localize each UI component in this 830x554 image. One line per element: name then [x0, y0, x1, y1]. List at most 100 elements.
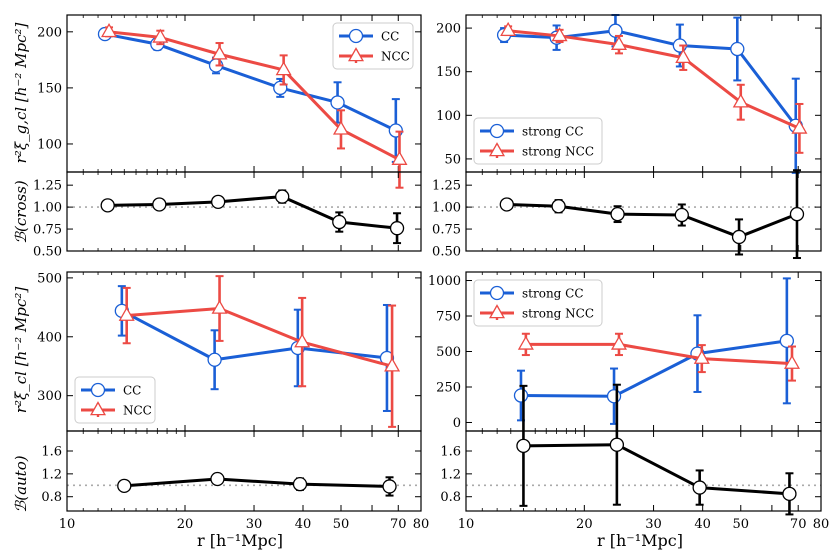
legend-marker — [347, 47, 365, 62]
series-strong-ncc — [517, 332, 801, 382]
y-tick-label: 500 — [436, 345, 461, 360]
data-point — [211, 299, 228, 314]
x-tick-label: 30 — [246, 517, 263, 532]
xlabel-left: r [h⁻¹Mpc] — [197, 531, 283, 550]
data-point — [382, 479, 397, 494]
series-strong-cc — [513, 277, 795, 425]
x-tick-label: 40 — [295, 517, 312, 532]
series-line — [121, 309, 388, 362]
legend-label: CC — [381, 30, 399, 44]
data-point — [332, 214, 347, 230]
y-tick-label: 1.2 — [41, 467, 62, 482]
y-tick-label: 250 — [436, 380, 461, 395]
panel-frame — [66, 430, 422, 512]
y-axis-labels: r²ξ_g,cl [h⁻² Mpc²] ℬ(cross) r²ξ_cl [h⁻²… — [12, 22, 30, 512]
y-tick-label: 150 — [436, 65, 461, 80]
data-point — [332, 120, 350, 135]
data-point — [732, 93, 749, 108]
series-line — [506, 202, 798, 239]
legend-label: strong NCC — [522, 307, 594, 321]
data-point — [292, 476, 308, 492]
x-tick-label: 70 — [390, 517, 407, 532]
panel-frame — [465, 171, 822, 252]
data-point — [152, 28, 169, 43]
legend-label: strong CC — [522, 125, 584, 139]
panel-auto-ratio-left: 10 20 30 40 50 70 80 0.8 1.2 1.6 — [41, 430, 430, 532]
data-point — [731, 229, 747, 245]
y-tick-label: 0.50 — [432, 245, 461, 260]
data-point — [610, 335, 627, 350]
legend-marker — [89, 401, 107, 416]
data-point — [294, 333, 311, 348]
series-line — [520, 339, 788, 398]
x-tick-label: 30 — [645, 517, 662, 532]
y-tick-label: 150 — [37, 81, 62, 96]
series-ratio — [516, 383, 797, 516]
data-point — [152, 197, 167, 212]
panel-frame — [465, 430, 822, 512]
data-point — [551, 199, 566, 214]
series-line — [504, 29, 797, 127]
legend-label: strong CC — [522, 287, 584, 301]
legend-label: NCC — [381, 50, 410, 64]
y-tick-label: 50 — [444, 152, 461, 167]
ylabel-cross: r²ξ_g,cl [h⁻² Mpc²] — [12, 22, 30, 163]
data-point — [782, 486, 797, 502]
series-cc — [114, 285, 395, 412]
series-line — [126, 307, 393, 368]
data-point — [779, 333, 795, 349]
series-line — [124, 477, 390, 488]
data-point — [610, 35, 627, 50]
y-tick-label: 1.25 — [33, 179, 62, 194]
x-tick-label: 50 — [333, 517, 350, 532]
y-tick-label: 400 — [37, 330, 62, 345]
series-line — [108, 30, 401, 161]
legend: CC NCC — [74, 376, 156, 424]
y-tick-label: 0.75 — [432, 223, 461, 238]
series-line — [107, 195, 398, 230]
data-point — [211, 45, 228, 60]
x-tick-label: 80 — [813, 517, 830, 532]
series-line — [507, 29, 801, 130]
series-line — [523, 443, 790, 496]
data-point — [389, 221, 405, 236]
x-tick-label: 10 — [458, 517, 475, 532]
series-ncc — [118, 275, 401, 428]
y-tick-label: 1.6 — [41, 445, 62, 460]
panel-cross-ratio-left: 0.50 0.75 1.00 1.25 — [33, 171, 422, 260]
data-point — [609, 437, 625, 452]
x-tick-label: 40 — [694, 517, 711, 532]
y-tick-label: 1.00 — [33, 201, 62, 216]
data-point — [608, 23, 623, 38]
legend-marker — [489, 123, 505, 139]
panel-cross-top-right: 50 100 150 200 strong CC strong NCC — [436, 14, 822, 174]
data-point — [500, 21, 517, 36]
ylabel-cross-ratio: ℬ(cross) — [12, 180, 30, 244]
y-tick-label: 1000 — [428, 274, 461, 289]
series-line — [525, 342, 793, 366]
data-point — [275, 189, 290, 204]
legend-label: strong NCC — [522, 145, 594, 159]
panel-cross-top-left: 100 150 200 CC NCC — [37, 14, 422, 189]
legend: strong CC strong NCC — [473, 117, 603, 165]
series-ncc — [101, 23, 408, 189]
x-tick-label: 80 — [413, 517, 430, 532]
xlabel-right: r [h⁻¹Mpc] — [597, 531, 683, 550]
y-tick-label: 0 — [453, 416, 461, 431]
data-point — [606, 389, 622, 404]
data-point — [275, 61, 292, 76]
x-tick-label: 20 — [576, 517, 593, 532]
y-tick-label: 1.00 — [432, 201, 461, 216]
y-tick-label: 750 — [436, 310, 461, 325]
series-line — [104, 32, 397, 132]
data-point — [789, 206, 805, 222]
legend-marker — [90, 382, 106, 398]
data-point — [391, 150, 408, 165]
y-tick-label: 300 — [37, 389, 62, 404]
y-tick-label: 1.6 — [440, 445, 461, 460]
data-point — [783, 354, 801, 369]
data-point — [610, 206, 625, 222]
panel-auto-top-right: 0 250 500 750 1000 strong CC strong NCC — [428, 271, 822, 432]
series-ratio — [499, 169, 805, 260]
